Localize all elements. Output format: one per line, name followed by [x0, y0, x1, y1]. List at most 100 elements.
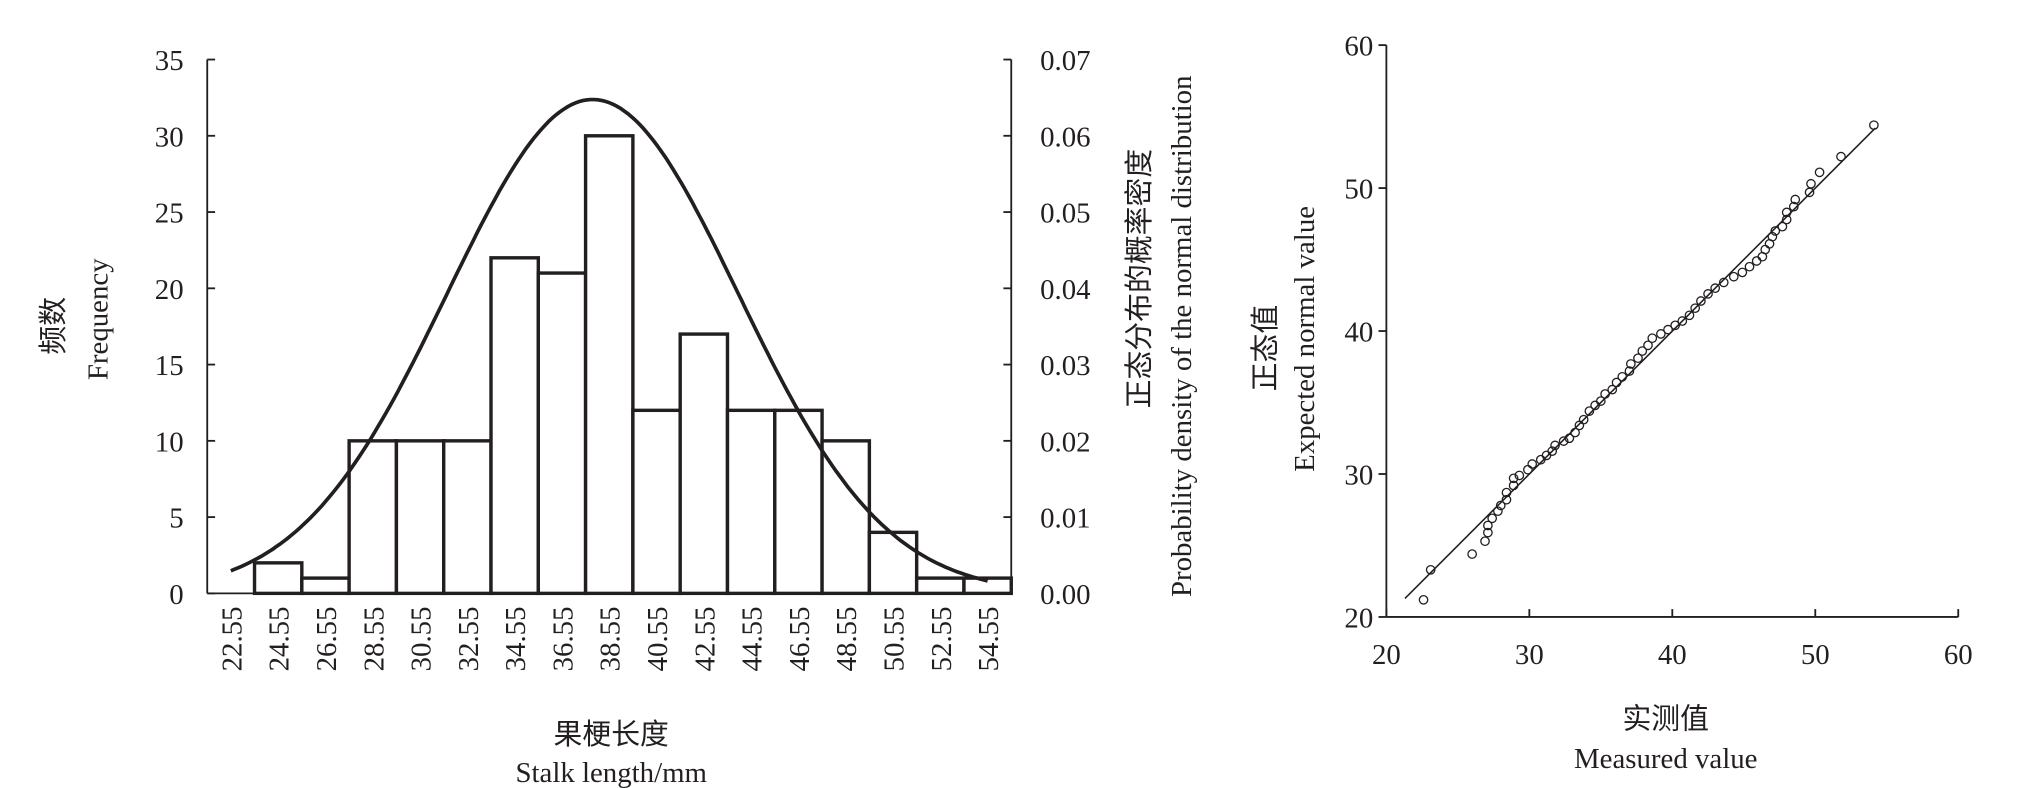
data-point	[1483, 527, 1493, 538]
y2-tick-label: 0.06	[1040, 121, 1090, 153]
qq-xlabel: Measured value	[1574, 743, 1757, 775]
qq-ylabel-cn: 正态值	[1250, 305, 1282, 392]
data-point	[1550, 440, 1560, 451]
x-tick-label: 48.55	[831, 606, 863, 671]
data-point	[1637, 346, 1648, 356]
data-point	[1647, 333, 1658, 344]
data-point	[1495, 500, 1506, 511]
data-point	[1767, 231, 1778, 242]
y-tick-label: 5	[169, 503, 183, 535]
hist-y2label: Probability density of the normal distri…	[1166, 76, 1198, 598]
qq-xlabel-cn: 实测值	[1622, 703, 1709, 735]
normal-distribution-curve	[230, 97, 989, 583]
histogram-bar	[300, 576, 351, 596]
y2-tick-label: 0.01	[1040, 503, 1090, 535]
x-tick-label: 30	[1515, 639, 1544, 671]
data-point	[1790, 194, 1801, 205]
x-tick-label: 36.55	[547, 606, 579, 671]
data-point	[1633, 353, 1643, 364]
x-tick-label: 28.55	[358, 606, 390, 671]
reference-line	[1404, 127, 1876, 599]
hist-y2label-cn: 正态分布的概率密度	[1124, 149, 1156, 409]
data-point	[1558, 436, 1569, 446]
data-point	[1617, 371, 1628, 382]
data-point	[1806, 178, 1816, 189]
histogram-bar	[725, 408, 777, 596]
hist-xlabel: Stalk length/mm	[515, 757, 706, 788]
data-point	[1480, 536, 1490, 547]
y-tick-label: 15	[155, 350, 184, 382]
data-point	[1670, 320, 1681, 331]
histogram-bar	[442, 439, 493, 596]
x-tick-label: 38.55	[595, 606, 627, 671]
data-point	[1418, 594, 1429, 605]
data-point	[1527, 459, 1538, 469]
data-point	[1703, 289, 1713, 299]
y-tick-label: 0	[169, 579, 183, 611]
histogram-bar	[678, 332, 730, 596]
histogram-bar	[394, 439, 446, 596]
data-point	[1684, 310, 1695, 321]
x-tick-label: 20	[1372, 639, 1401, 671]
data-point	[1514, 470, 1525, 481]
histogram-bar	[252, 561, 304, 596]
y-tick-label: 60	[1344, 31, 1373, 63]
data-point	[1595, 396, 1606, 406]
data-point	[1578, 414, 1589, 425]
x-tick-label: 50.55	[879, 606, 911, 671]
data-point	[1710, 283, 1721, 294]
data-point	[1508, 480, 1519, 491]
data-point	[1625, 359, 1636, 369]
data-point	[1737, 267, 1748, 278]
y2-tick-label: 0.03	[1040, 350, 1090, 382]
data-point	[1760, 244, 1771, 255]
x-tick-label: 42.55	[689, 606, 721, 671]
data-point	[1547, 446, 1558, 456]
y2-tick-label: 0.00	[1040, 579, 1090, 611]
x-tick-label: 40.55	[642, 606, 674, 671]
y2-tick-label: 0.04	[1040, 274, 1090, 306]
data-point	[1814, 167, 1825, 178]
data-point	[1584, 406, 1595, 416]
histogram-chart: 0 5 10 15 20 25 30 35 0.00 0.01 0.02 0.03 0.04 0.05 0.…	[155, 45, 1091, 671]
data-point	[1751, 256, 1762, 266]
x-tick-label: 26.55	[311, 606, 343, 671]
data-point	[1663, 324, 1673, 335]
data-point	[1696, 296, 1706, 306]
data-point	[1501, 494, 1512, 505]
data-point	[1869, 120, 1879, 131]
histogram-bar	[489, 256, 541, 596]
data-point	[1677, 316, 1688, 326]
x-tick-label: 30.55	[406, 606, 438, 671]
qq-plot-chart: 20 30 40 50 60 20 30 40 50 60	[1344, 31, 1972, 672]
x-tick-label: 32.55	[453, 606, 485, 671]
x-tick-label: 46.55	[784, 606, 816, 671]
y-tick-label: 25	[155, 198, 184, 230]
data-point	[1574, 420, 1585, 431]
data-point	[1643, 340, 1653, 351]
y-tick-label: 35	[155, 45, 184, 77]
y2-tick-label: 0.07	[1040, 45, 1090, 77]
x-tick-label: 60	[1944, 639, 1973, 671]
qq-ylabel: Expected normal value	[1289, 206, 1321, 472]
hist-xlabel-cn: 果梗长度	[554, 719, 669, 751]
data-point	[1483, 520, 1493, 531]
data-point	[1744, 261, 1755, 272]
histogram-bar	[536, 271, 588, 596]
data-point	[1467, 549, 1478, 559]
x-tick-label: 24.55	[264, 606, 296, 671]
data-point	[1718, 277, 1729, 288]
y-tick-label: 30	[155, 121, 184, 153]
x-tick-label: 22.55	[216, 606, 248, 671]
data-point	[1570, 427, 1580, 438]
data-point	[1781, 214, 1792, 225]
data-point	[1425, 564, 1436, 575]
data-point	[1493, 506, 1503, 517]
data-point	[1777, 221, 1788, 232]
hist-ylabel-cn: 频数	[38, 297, 70, 355]
data-point	[1781, 207, 1792, 218]
y2-tick-label: 0.05	[1040, 198, 1090, 230]
data-point	[1770, 226, 1781, 236]
data-point	[1728, 271, 1739, 282]
